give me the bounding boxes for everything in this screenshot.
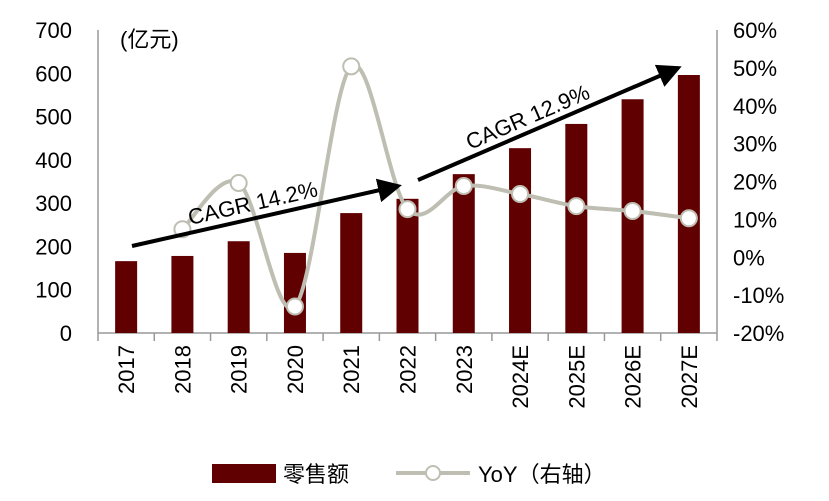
right-tick-label: 50% xyxy=(733,56,777,81)
yoy-point-2024E xyxy=(511,184,530,203)
x-tick-label: 2023 xyxy=(452,345,477,394)
x-tick-label: 2025E xyxy=(564,345,589,409)
bar-2023 xyxy=(452,174,475,333)
right-tick-label: 30% xyxy=(733,132,777,157)
x-tick-label: 2021 xyxy=(339,345,364,394)
yoy-point-2027E xyxy=(679,209,698,228)
left-tick-label: 100 xyxy=(35,278,72,303)
yoy-line xyxy=(173,57,698,316)
right-tick-label: 10% xyxy=(733,207,777,232)
left-tick-label: 400 xyxy=(35,148,72,173)
right-tick-label: 60% xyxy=(733,18,777,43)
x-tick-label: 2026E xyxy=(621,345,646,409)
right-tick-label: -10% xyxy=(733,283,784,308)
left-tick-label: 300 xyxy=(35,191,72,216)
cagr-arrow xyxy=(131,178,402,248)
left-axis-unit: (亿元) xyxy=(120,27,179,52)
yoy-point-2021 xyxy=(342,57,361,76)
left-tick-label: 700 xyxy=(35,18,72,43)
left-tick-label: 0 xyxy=(60,321,72,346)
x-tick-label: 2022 xyxy=(396,345,421,394)
x-tick-label: 2019 xyxy=(227,345,252,394)
left-tick-label: 600 xyxy=(35,61,72,86)
yoy-point-2026E xyxy=(623,202,642,221)
legend-label-retail: 零售额 xyxy=(283,462,349,487)
legend-marker xyxy=(425,465,441,481)
bar-2019 xyxy=(227,241,250,333)
cagr-arrow xyxy=(417,64,682,182)
axes: 0 100 200 300 400 500 600 700 -20% -10% 0% 10% 20% 30… xyxy=(35,18,784,409)
left-tick-label: 500 xyxy=(35,105,72,130)
yoy-point-2020 xyxy=(285,297,304,316)
legend-swatch-bar xyxy=(212,464,276,483)
x-tick-label: 2024E xyxy=(508,345,533,409)
right-tick-label: -20% xyxy=(733,321,784,346)
legend-label-yoy: YoY（右轴） xyxy=(478,462,606,487)
x-tick-label: 2027E xyxy=(677,345,702,409)
yoy-point-2023 xyxy=(454,177,473,196)
bar-2022 xyxy=(396,198,419,333)
cagr-label: CAGR 14.2% xyxy=(186,176,320,229)
legend: 零售额 YoY（右轴） xyxy=(212,462,606,487)
yoy-line-path xyxy=(180,63,690,311)
bar-2017 xyxy=(115,261,138,333)
bar-2018 xyxy=(171,255,194,333)
bar-2027E xyxy=(677,75,700,333)
bars xyxy=(115,75,700,334)
yoy-point-2019 xyxy=(229,174,248,193)
bar-2024E xyxy=(509,148,532,333)
x-tick-label: 2017 xyxy=(114,345,139,394)
x-tick-label: 2018 xyxy=(170,345,195,394)
bar-2021 xyxy=(340,213,363,333)
left-tick-label: 200 xyxy=(35,234,72,259)
bar-2025E xyxy=(565,123,588,334)
yoy-point-2022 xyxy=(398,200,417,219)
right-tick-label: 20% xyxy=(733,170,777,195)
yoy-point-2025E xyxy=(567,197,586,216)
right-tick-label: 0% xyxy=(733,245,765,270)
x-tick-label: 2020 xyxy=(283,345,308,394)
right-tick-label: 40% xyxy=(733,94,777,119)
